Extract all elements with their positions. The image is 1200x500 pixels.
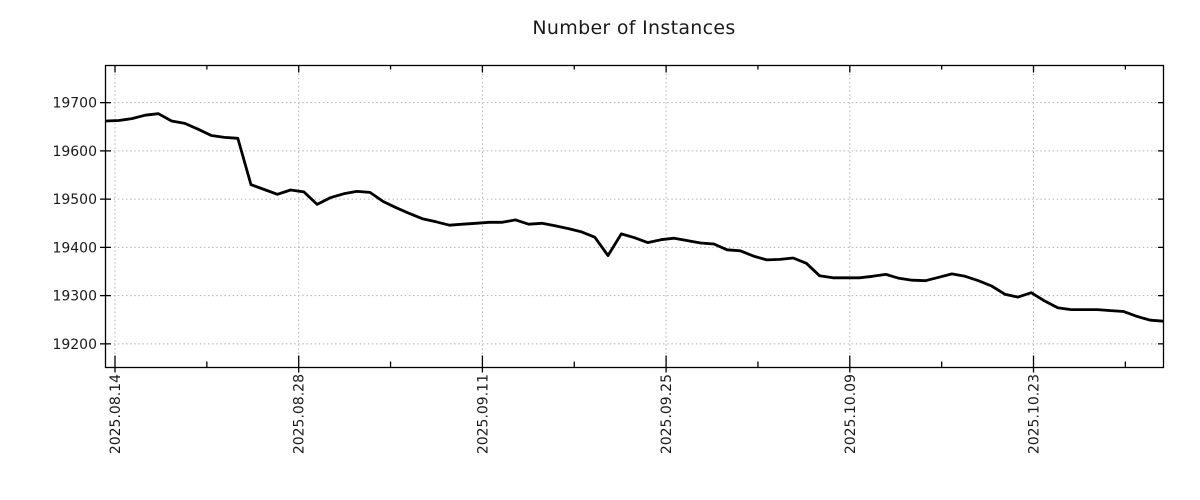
- x-tick-label: 2025.09.25: [659, 374, 675, 454]
- axis-border: [104, 64, 1165, 369]
- y-tick-label: 19400: [52, 240, 97, 256]
- y-tick-label: 19500: [52, 192, 97, 208]
- y-tick-labels: 19200 19300 19400 19500 19600 19700: [52, 96, 97, 353]
- x-tick-label: 2025.10.09: [843, 374, 859, 454]
- x-tick-label: 2025.08.28: [292, 374, 308, 454]
- y-gridlines: [105, 102, 1164, 345]
- x-tick-label: 2025.09.11: [475, 374, 491, 454]
- x-tick-label: 2025.10.23: [1027, 374, 1043, 454]
- y-tick-label: 19600: [52, 144, 97, 160]
- x-gridlines: [114, 65, 1034, 368]
- tick-marks: [100, 65, 1164, 373]
- y-tick-label: 19700: [52, 96, 97, 112]
- x-tick-label: 2025.08.14: [108, 374, 124, 454]
- y-tick-label: 19200: [52, 337, 97, 353]
- series-line-instances: [105, 112, 1164, 323]
- chart-title: Number of Instances: [532, 17, 736, 39]
- x-tick-labels: 2025.08.14 2025.08.28 2025.09.11 2025.09.25…: [108, 374, 1043, 454]
- y-tick-label: 19300: [52, 289, 97, 305]
